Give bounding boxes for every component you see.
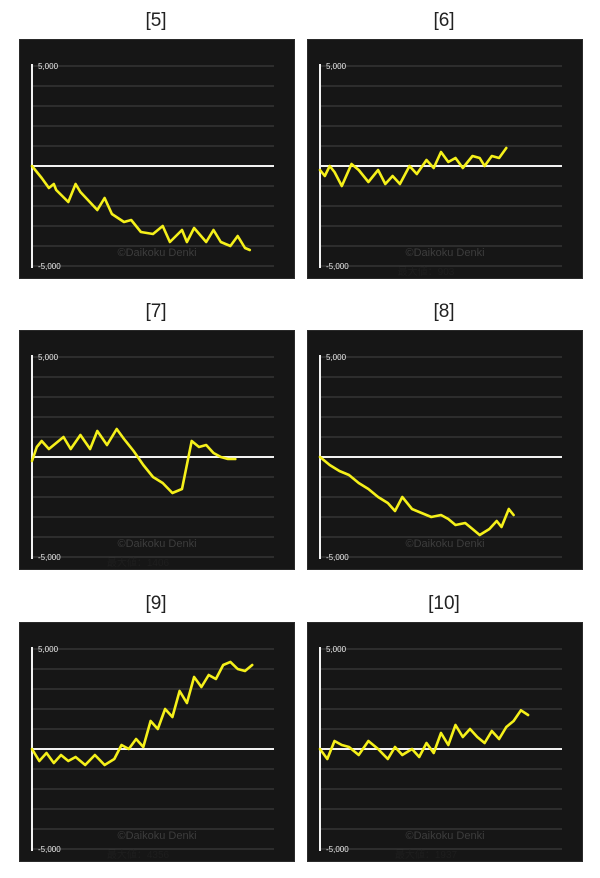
series-line bbox=[30, 660, 254, 767]
watermark: ©Daikoku Denki bbox=[405, 247, 484, 259]
ytick-label-top: 5,000 bbox=[38, 62, 59, 71]
ytick-label-bottom: -5,000 bbox=[38, 262, 61, 271]
series-line bbox=[318, 455, 515, 537]
ytick-label-top: 5,000 bbox=[326, 645, 347, 654]
chart-cell: [6] 5,000 -5,000 ©Daikoku Denki 最大値：903 bbox=[307, 6, 583, 279]
chart-label: [9] bbox=[145, 593, 167, 614]
series-line bbox=[30, 427, 237, 495]
chart-label: [8] bbox=[433, 301, 455, 322]
chart-cell: [9] 5,000 -5,000 ©Daikoku Denki 最大値：4356 bbox=[19, 589, 295, 862]
max-value-label: 最大値：1406 bbox=[107, 556, 170, 569]
ytick-label-bottom: -5,000 bbox=[38, 553, 61, 562]
watermark: ©Daikoku Denki bbox=[405, 538, 484, 550]
chart-panel: 5,000 -5,000 ©Daikoku Denki 最大値：1937 bbox=[307, 622, 583, 862]
ytick-label-bottom: -5,000 bbox=[38, 845, 61, 854]
max-value-label: 最大値：903 bbox=[398, 265, 455, 278]
ytick-label-bottom: -5,000 bbox=[326, 553, 349, 562]
chart-label: [10] bbox=[428, 593, 460, 614]
series-line bbox=[30, 164, 252, 252]
chart-cell: [7] 5,000 -5,000 ©Daikoku Denki 最大値：1406 bbox=[19, 297, 295, 570]
max-value-label: 最大値：1937 bbox=[395, 848, 458, 861]
line-chart: 5,000 -5,000 ©Daikoku Denki 最大値：903 bbox=[318, 62, 562, 278]
line-chart: 5,000 -5,000 ©Daikoku Denki 最大値：4356 bbox=[30, 645, 274, 861]
chart-label: [5] bbox=[145, 10, 167, 31]
line-chart: 5,000 -5,000 ©Daikoku Denki bbox=[30, 62, 274, 271]
watermark: ©Daikoku Denki bbox=[117, 247, 196, 259]
series-line bbox=[318, 146, 508, 188]
chart-panel: 5,000 -5,000 ©Daikoku Denki 最大値：1406 bbox=[19, 330, 295, 570]
ytick-label-bottom: -5,000 bbox=[326, 262, 349, 271]
ytick-label-top: 5,000 bbox=[326, 353, 347, 362]
chart-cell: [10] 5,000 -5,000 ©Daikoku Denki 最大値：1937 bbox=[307, 589, 583, 862]
watermark: ©Daikoku Denki bbox=[117, 830, 196, 842]
watermark: ©Daikoku Denki bbox=[405, 830, 484, 842]
ytick-label-top: 5,000 bbox=[38, 645, 59, 654]
chart-label: [6] bbox=[433, 10, 455, 31]
line-chart: 5,000 -5,000 ©Daikoku Denki bbox=[318, 353, 562, 562]
line-chart: 5,000 -5,000 ©Daikoku Denki 最大値：1937 bbox=[318, 645, 562, 861]
ytick-label-bottom: -5,000 bbox=[326, 845, 349, 854]
ytick-label-top: 5,000 bbox=[326, 62, 347, 71]
chart-label: [7] bbox=[145, 301, 167, 322]
watermark: ©Daikoku Denki bbox=[117, 538, 196, 550]
chart-panel: 5,000 -5,000 ©Daikoku Denki 最大値：4356 bbox=[19, 622, 295, 862]
chart-panel: 5,000 -5,000 ©Daikoku Denki 最大値：903 bbox=[307, 39, 583, 279]
chart-cell: [8] 5,000 -5,000 ©Daikoku Denki bbox=[307, 297, 583, 570]
line-chart: 5,000 -5,000 ©Daikoku Denki 最大値：1406 bbox=[30, 353, 274, 569]
chart-cell: [5] 5,000 -5,000 ©Daikoku Denki bbox=[19, 6, 295, 279]
max-value-label: 最大値：4356 bbox=[107, 848, 170, 861]
chart-panel: 5,000 -5,000 ©Daikoku Denki bbox=[307, 330, 583, 570]
chart-panel: 5,000 -5,000 ©Daikoku Denki bbox=[19, 39, 295, 279]
ytick-label-top: 5,000 bbox=[38, 353, 59, 362]
series-line bbox=[318, 709, 530, 761]
